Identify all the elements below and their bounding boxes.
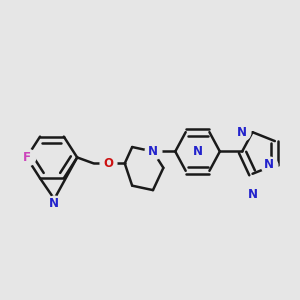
Text: N: N — [248, 188, 257, 201]
Text: O: O — [103, 157, 113, 170]
Text: N: N — [237, 126, 247, 139]
Text: N: N — [49, 197, 59, 210]
Text: F: F — [23, 151, 31, 164]
Text: N: N — [264, 158, 274, 171]
Text: N: N — [193, 145, 202, 158]
Text: N: N — [148, 145, 158, 158]
